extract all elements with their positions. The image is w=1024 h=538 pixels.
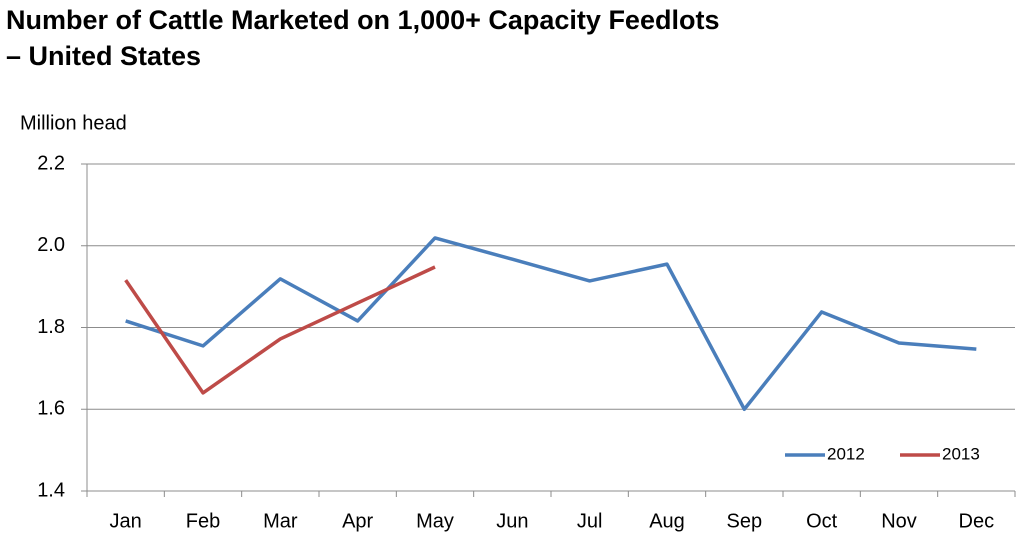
x-tick-label: Apr bbox=[342, 510, 373, 532]
series-line bbox=[125, 236, 977, 411]
x-tick-label: Mar bbox=[263, 510, 298, 532]
legend-label: 2012 bbox=[827, 444, 865, 463]
x-tick-label: Nov bbox=[881, 510, 917, 532]
x-tick-label: Oct bbox=[806, 510, 838, 532]
y-tick-label: 1.8 bbox=[37, 316, 65, 338]
x-tick-label: Sep bbox=[727, 510, 763, 532]
legend-label: 2013 bbox=[942, 444, 980, 463]
y-axis-label: Million head bbox=[20, 112, 127, 134]
chart-title: Number of Cattle Marketed on 1,000+ Capa… bbox=[6, 5, 720, 71]
x-tick-label: May bbox=[416, 510, 454, 532]
x-tick-label: Jul bbox=[577, 510, 603, 532]
y-tick-label: 1.6 bbox=[37, 398, 65, 420]
y-tick-label: 1.4 bbox=[37, 479, 65, 501]
x-tick-label: Jan bbox=[110, 510, 142, 532]
x-tick-label: Aug bbox=[649, 510, 685, 532]
y-tick-label: 2.2 bbox=[37, 152, 65, 174]
x-tick-label: Dec bbox=[959, 510, 995, 532]
series-line bbox=[124, 265, 436, 395]
y-tick-label: 2.0 bbox=[37, 234, 65, 256]
x-tick-label: Jun bbox=[496, 510, 528, 532]
x-tick-label: Feb bbox=[186, 510, 220, 532]
